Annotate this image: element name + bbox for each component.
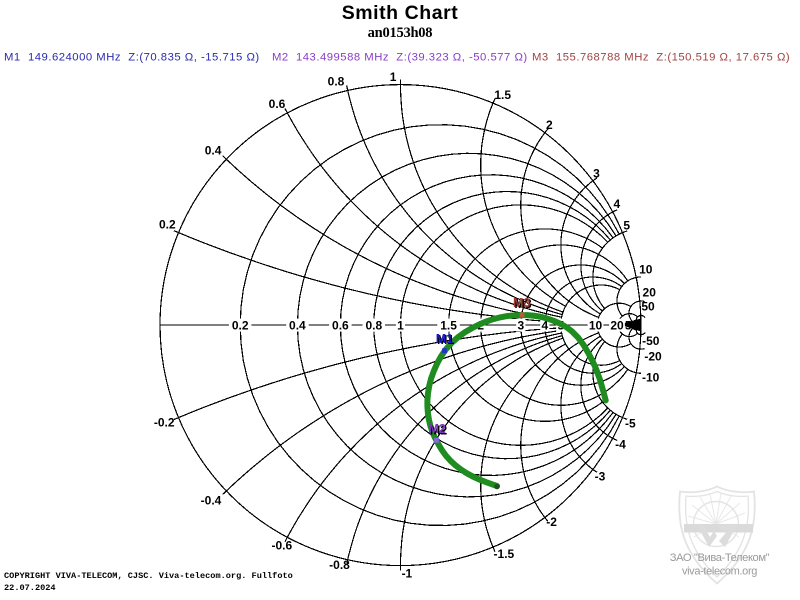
svg-text:4: 4	[613, 197, 620, 211]
svg-text:-3: -3	[595, 470, 606, 484]
svg-text:-0.6: -0.6	[271, 539, 292, 553]
svg-text:an0153h08: an0153h08	[368, 25, 433, 41]
svg-text:0.6: 0.6	[269, 97, 286, 111]
svg-text:1.5: 1.5	[494, 88, 511, 102]
svg-text:20: 20	[643, 285, 657, 299]
svg-text:5: 5	[623, 219, 630, 233]
svg-text:-10: -10	[642, 371, 660, 385]
svg-text:-5: -5	[625, 416, 636, 430]
svg-text:ЗАО "Вива-Телеком": ЗАО "Вива-Телеком"	[670, 552, 770, 564]
svg-text:0.2: 0.2	[232, 318, 249, 332]
svg-text:0.4: 0.4	[205, 144, 222, 158]
svg-text:3: 3	[593, 167, 600, 181]
svg-text:M2 143.499588 MHz Z:(39.323: M2 143.499588 MHz Z:(39.323 Ω, -50.577 Ω…	[272, 51, 528, 63]
svg-text:Smith Chart: Smith Chart	[342, 2, 459, 24]
svg-text:-0.4: -0.4	[201, 493, 222, 507]
svg-text:22.07.2024: 22.07.2024	[4, 583, 56, 593]
svg-text:0.4: 0.4	[289, 318, 306, 332]
svg-text:M3 155.768788 MHz Z:(150.519: M3 155.768788 MHz Z:(150.519 Ω, 17.675 Ω…	[532, 51, 790, 63]
svg-text:1.5: 1.5	[440, 318, 457, 332]
svg-text:10: 10	[639, 263, 653, 277]
svg-text:-1: -1	[402, 567, 413, 581]
svg-text:M3: M3	[513, 296, 530, 310]
svg-text:-1.5: -1.5	[494, 547, 515, 561]
svg-text:2: 2	[546, 118, 553, 132]
svg-text:0.2: 0.2	[159, 218, 176, 232]
svg-text:M1: M1	[436, 332, 453, 346]
svg-text:1: 1	[397, 318, 404, 332]
svg-text:0.8: 0.8	[328, 74, 345, 88]
svg-text:M2: M2	[430, 424, 447, 438]
svg-text:3: 3	[517, 318, 524, 332]
svg-text:10: 10	[589, 318, 603, 332]
svg-text:0.6: 0.6	[332, 318, 349, 332]
svg-text:-2: -2	[546, 515, 557, 529]
svg-text:M2: M2	[429, 422, 446, 436]
svg-text:-0.8: -0.8	[329, 558, 350, 572]
svg-text:-20: -20	[644, 350, 662, 364]
svg-text:COPYRIGHT VIVA-TELECOM, CJSC.: COPYRIGHT VIVA-TELECOM, CJSC. Viva-telec…	[4, 571, 293, 581]
svg-text:0.8: 0.8	[365, 318, 382, 332]
svg-text:M1 149.624000 MHz Z:(70.835: M1 149.624000 MHz Z:(70.835 Ω, -15.715 Ω…	[4, 51, 260, 63]
svg-text:-50: -50	[642, 334, 660, 348]
svg-text:4: 4	[541, 318, 548, 332]
svg-text:1: 1	[390, 70, 397, 84]
svg-text:M1: M1	[437, 333, 454, 347]
svg-text:20: 20	[610, 318, 624, 332]
svg-text:50: 50	[641, 299, 655, 313]
svg-text:viva-telecom.org: viva-telecom.org	[682, 566, 757, 578]
svg-text:-4: -4	[615, 437, 626, 451]
svg-text:-0.2: -0.2	[154, 415, 175, 429]
svg-text:M3: M3	[514, 297, 531, 311]
